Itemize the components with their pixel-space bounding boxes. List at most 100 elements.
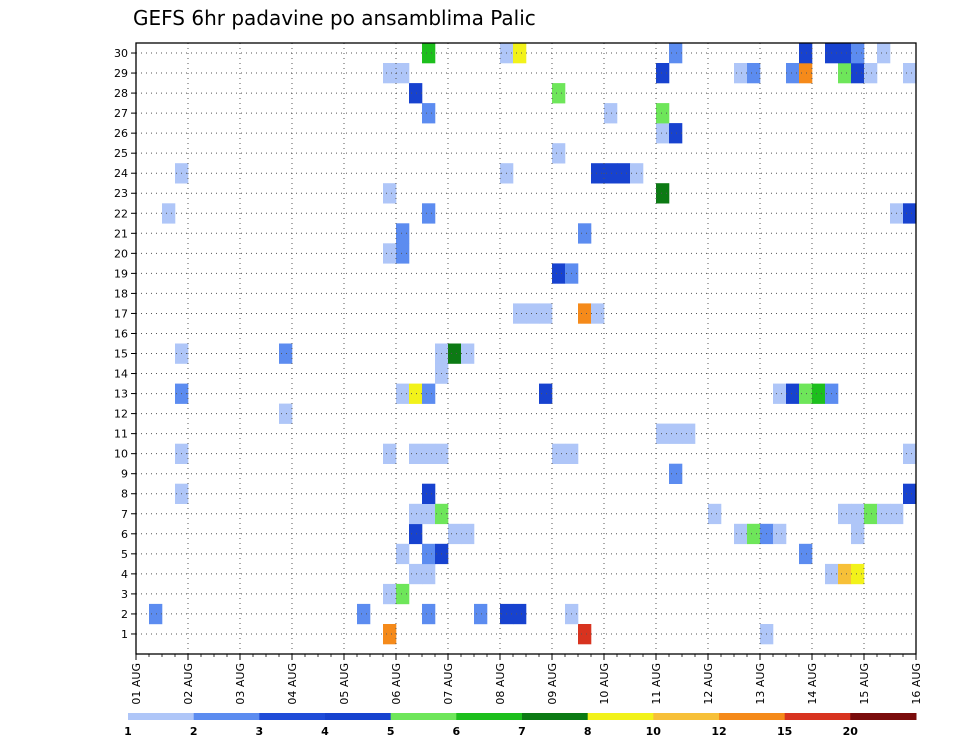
y-tick-label: 21 xyxy=(114,227,128,240)
colorbar-swatch xyxy=(390,713,457,720)
y-tick-label: 2 xyxy=(121,608,128,621)
y-tick-label: 3 xyxy=(121,588,128,601)
precip-cell xyxy=(461,343,475,364)
colorbar-swatch xyxy=(259,713,326,720)
colorbar-swatch xyxy=(128,713,195,720)
y-tick-label: 17 xyxy=(114,307,128,320)
precip-cell xyxy=(877,43,891,64)
colorbar-label: 10 xyxy=(646,725,662,738)
colorbar-swatch xyxy=(653,713,720,720)
precip-cell xyxy=(383,183,397,204)
colorbar-label: 7 xyxy=(518,725,526,738)
precip-cell xyxy=(422,443,436,464)
precip-cell xyxy=(383,583,397,605)
precip-cell xyxy=(903,443,917,464)
y-tick-label: 19 xyxy=(114,267,128,280)
y-tick-label: 22 xyxy=(114,207,128,220)
precip-cell xyxy=(903,203,917,224)
precip-cell xyxy=(552,143,566,164)
precip-cell xyxy=(396,383,410,404)
precip-cell xyxy=(448,343,462,364)
precip-cell xyxy=(903,63,917,84)
precip-cell xyxy=(383,243,397,264)
precip-cell xyxy=(422,603,436,625)
precip-cell xyxy=(422,103,436,124)
precip-cell xyxy=(877,503,891,525)
precip-cell xyxy=(617,163,631,184)
y-tick-label: 12 xyxy=(114,408,128,421)
colorbar-swatch xyxy=(850,713,917,720)
colorbar-label: 5 xyxy=(387,725,395,738)
colorbar-swatch xyxy=(784,713,851,720)
precip-cell xyxy=(422,483,436,504)
precip-cell xyxy=(552,263,566,284)
precip-cell xyxy=(656,103,670,124)
colorbar-label: 15 xyxy=(777,725,792,738)
y-tick-label: 27 xyxy=(114,107,128,120)
precip-cell xyxy=(669,43,683,64)
precip-cell xyxy=(656,123,670,144)
precip-cell xyxy=(422,563,436,585)
precip-cell xyxy=(669,463,683,484)
precip-cell xyxy=(383,443,397,464)
x-tick-label: 05 AUG xyxy=(338,663,351,705)
precip-cell xyxy=(422,203,436,224)
precip-cell xyxy=(396,243,410,264)
precip-cell xyxy=(578,624,592,645)
precip-cell xyxy=(812,383,826,404)
colorbar-label: 3 xyxy=(255,725,263,738)
precip-cell xyxy=(448,523,462,545)
y-axis: 1234567891011121314151617181920212223242… xyxy=(114,47,136,641)
precip-cell xyxy=(851,63,865,84)
precip-cell xyxy=(409,503,423,525)
y-tick-label: 20 xyxy=(114,247,128,260)
precip-cell xyxy=(734,523,748,545)
precip-cell xyxy=(396,543,410,565)
x-tick-label: 10 AUG xyxy=(598,663,611,705)
x-axis: 01 AUG 02 AUG 03 AUG 04 AUG 05 AUG 06 AUG 07 A… xyxy=(130,654,923,705)
precip-cell xyxy=(799,63,813,84)
y-tick-label: 18 xyxy=(114,287,128,300)
x-tick-label: 09 AUG xyxy=(546,663,559,705)
precip-cell xyxy=(513,43,527,64)
x-tick-label: 11 AUG xyxy=(650,663,663,705)
precip-cell xyxy=(578,223,592,244)
precip-cell xyxy=(786,383,800,404)
precip-cell xyxy=(149,603,163,625)
y-tick-label: 25 xyxy=(114,147,128,160)
chart-title: GEFS 6hr padavine po ansamblima Palic xyxy=(133,6,536,30)
precip-cell xyxy=(396,583,410,605)
precip-cell xyxy=(552,443,566,464)
precip-cell xyxy=(474,603,488,625)
y-tick-label: 24 xyxy=(114,167,128,180)
x-tick-label: 03 AUG xyxy=(234,663,247,705)
colorbar-label: 1 xyxy=(124,725,132,738)
precip-cell xyxy=(851,563,865,585)
precip-cell xyxy=(409,83,423,104)
x-tick-label: 01 AUG xyxy=(130,663,143,705)
y-tick-label: 30 xyxy=(114,47,128,60)
x-tick-label: 02 AUG xyxy=(182,663,195,705)
precip-cell xyxy=(708,503,722,525)
precip-cell xyxy=(903,483,917,504)
precip-cell xyxy=(357,603,371,625)
precip-cell xyxy=(162,203,176,224)
precip-cell xyxy=(851,43,865,64)
colorbar-label: 20 xyxy=(843,725,859,738)
precip-cell xyxy=(656,63,670,84)
colorbar-swatch xyxy=(719,713,786,720)
x-tick-label: 14 AUG xyxy=(806,663,819,705)
y-tick-label: 7 xyxy=(121,508,128,521)
colorbar-swatch xyxy=(587,713,654,720)
precip-cell xyxy=(409,563,423,585)
y-tick-label: 4 xyxy=(121,568,128,581)
y-tick-label: 11 xyxy=(114,428,128,441)
grid-layer xyxy=(136,43,916,654)
precip-cell xyxy=(578,303,592,324)
precip-cell xyxy=(513,603,527,625)
precip-cell xyxy=(838,563,852,585)
colorbar-label: 4 xyxy=(321,725,329,738)
precip-cell xyxy=(838,63,852,84)
precip-cell xyxy=(864,63,878,84)
precip-cell xyxy=(682,423,696,444)
